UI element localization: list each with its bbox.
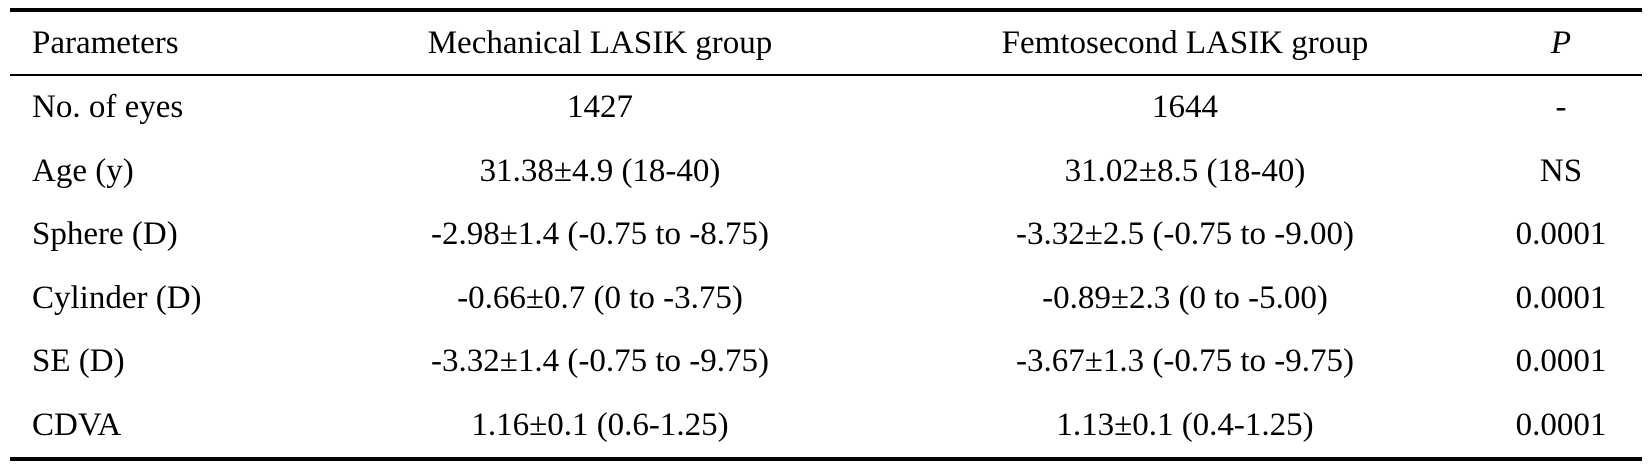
data-table-container: Parameters Mechanical LASIK group Femtos… [10,8,1642,461]
table-body: No. of eyes 1427 1644 - Age (y) 31.38±4.… [10,75,1642,459]
cell-parameter: SE (D) [32,343,125,380]
cell-parameter: CDVA [32,406,122,443]
cell-femtosecond: 31.02±8.5 (18-40) [1064,152,1306,189]
cell-mechanical: -2.98±1.4 (-0.75 to -8.75) [431,216,769,253]
header-row: Parameters Mechanical LASIK group Femtos… [10,10,1642,75]
cell-parameter: Age (y) [32,152,134,189]
cell-mechanical: 31.38±4.9 (18-40) [479,152,721,189]
cell-femtosecond: 1644 [1152,89,1218,126]
cell-p-value: 0.0001 [1515,343,1607,380]
cell-p-value: 0.0001 [1515,406,1607,443]
cell-parameter: Sphere (D) [32,216,178,253]
cell-parameter: Cylinder (D) [32,279,202,316]
header-parameters: Parameters [32,24,179,61]
cell-p-value: 0.0001 [1515,216,1607,253]
comparison-table: Parameters Mechanical LASIK group Femtos… [10,8,1642,461]
cell-femtosecond: -3.32±2.5 (-0.75 to -9.00) [1016,216,1354,253]
cell-p-value: 0.0001 [1515,279,1607,316]
table-row: No. of eyes 1427 1644 - [10,75,1642,140]
cell-mechanical: 1427 [567,89,633,126]
cell-femtosecond: -3.67±1.3 (-0.75 to -9.75) [1016,343,1354,380]
cell-p-value: NS [1539,152,1583,189]
header-femtosecond-group: Femtosecond LASIK group [1001,24,1369,61]
cell-mechanical: -3.32±1.4 (-0.75 to -9.75) [431,343,769,380]
header-mechanical-group: Mechanical LASIK group [427,24,773,61]
header-p-value: P [1550,24,1572,61]
table-row: CDVA 1.16±0.1 (0.6-1.25) 1.13±0.1 (0.4-1… [10,394,1642,459]
table-header: Parameters Mechanical LASIK group Femtos… [10,10,1642,75]
table-row: Sphere (D) -2.98±1.4 (-0.75 to -8.75) -3… [10,203,1642,267]
cell-p-value: - [1555,89,1567,126]
cell-femtosecond: -0.89±2.3 (0 to -5.00) [1042,279,1328,316]
table-row: Age (y) 31.38±4.9 (18-40) 31.02±8.5 (18-… [10,140,1642,204]
cell-mechanical: 1.16±0.1 (0.6-1.25) [471,406,729,443]
table-row: Cylinder (D) -0.66±0.7 (0 to -3.75) -0.8… [10,267,1642,331]
cell-mechanical: -0.66±0.7 (0 to -3.75) [457,279,743,316]
cell-femtosecond: 1.13±0.1 (0.4-1.25) [1056,406,1314,443]
table-row: SE (D) -3.32±1.4 (-0.75 to -9.75) -3.67±… [10,330,1642,394]
cell-parameter: No. of eyes [32,89,184,126]
